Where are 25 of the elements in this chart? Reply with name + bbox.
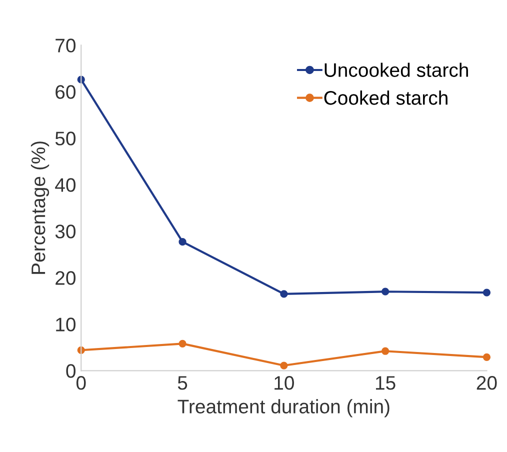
x-tick-label: 15 bbox=[376, 376, 396, 390]
y-tick-label: 10 bbox=[56, 318, 76, 332]
point bbox=[178, 340, 186, 348]
y-tick-label: 70 bbox=[56, 38, 76, 52]
x-tick-label: 20 bbox=[476, 376, 497, 390]
x-axis-title: Treatment duration (min) bbox=[178, 399, 390, 418]
point bbox=[482, 288, 491, 296]
point bbox=[178, 238, 186, 246]
point bbox=[280, 290, 288, 298]
legend-label: Uncooked starch bbox=[324, 62, 468, 77]
point bbox=[382, 347, 390, 355]
x-tick-label: 0 bbox=[76, 376, 86, 390]
x-tick-label: 10 bbox=[274, 376, 294, 390]
y-tick-label: 20 bbox=[56, 271, 76, 285]
y-tick-label: 50 bbox=[55, 132, 76, 146]
legend-label: Cooked starch bbox=[324, 90, 448, 105]
y-tick-label: 40 bbox=[55, 178, 76, 192]
point bbox=[382, 288, 390, 296]
y-tick-label: 30 bbox=[55, 224, 76, 238]
y-tick-label: 0 bbox=[66, 364, 76, 378]
y-tick-label: 60 bbox=[56, 85, 76, 99]
point bbox=[482, 353, 491, 361]
x-tick-label: 5 bbox=[178, 376, 188, 390]
point bbox=[280, 362, 288, 370]
y-axis-title: Percentage (%) bbox=[30, 142, 50, 274]
